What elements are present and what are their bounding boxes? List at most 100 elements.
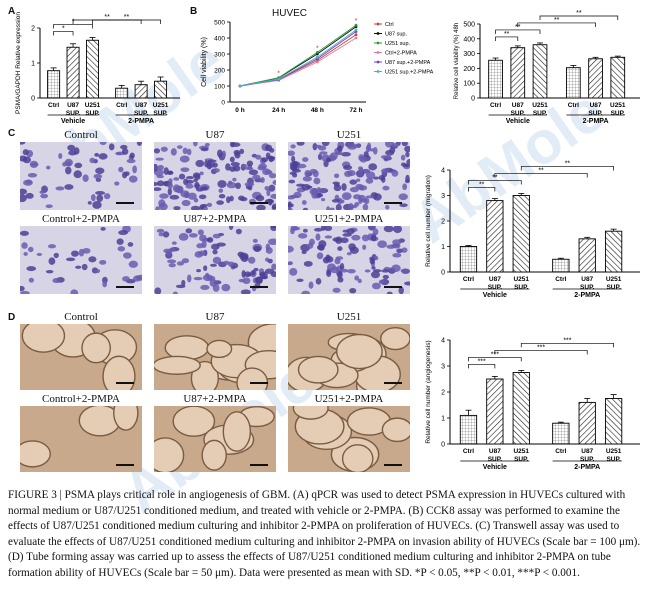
stained-cell [36,252,43,256]
micrograph-label: U251+2-PMPA [314,213,384,225]
bar [115,87,129,99]
panel-letter-a: A [8,6,16,17]
x-tick-label: SUP. [588,110,603,117]
stained-cell [326,206,331,210]
legend-marker [376,51,380,54]
stained-cell [324,235,333,239]
group-label: 2-PMPA [574,464,600,471]
stained-cell [363,197,370,205]
stained-cell [400,268,410,273]
stained-cell [121,148,129,155]
stained-cell [98,153,108,160]
stained-cell [405,174,410,183]
x-tick-label: U87 [135,102,147,109]
x-tick-label: Ctrl [568,102,579,109]
tube-network-loop [172,406,216,437]
stained-cell [123,252,132,259]
bar [486,200,504,273]
stained-cell [237,251,245,257]
stained-cell [25,192,34,199]
bar [66,46,80,99]
stained-cell [260,275,268,280]
y-tick-label: 2 [31,26,35,33]
x-tick-label: SUP. [66,110,81,117]
stained-cell [324,226,333,232]
x-tick-label: SUP. [611,110,626,117]
legend-label: U251 sup.+2-PMPA [385,70,434,76]
stained-cell [306,243,314,249]
bar [486,378,504,445]
stained-cell [158,232,164,237]
significance-label: ** [565,160,571,167]
stained-cell [246,160,254,167]
stained-cell [228,226,234,230]
stained-cell [268,198,273,206]
stained-cell [288,203,294,208]
stained-cell [45,270,54,274]
scale-bar [250,464,268,466]
stained-cell [340,268,349,273]
stained-cell [89,157,96,164]
y-tick-label: 500 [463,22,475,29]
stained-cell [212,168,220,173]
stained-cell [351,234,361,241]
stained-cell [349,288,357,294]
stained-cell [167,259,177,264]
y-tick-label: 0 [471,96,475,103]
scale-bar [116,382,134,384]
stained-cell [391,143,399,148]
series-line [239,26,357,87]
stained-cell [193,276,203,281]
y-tick-label: 300 [463,51,475,58]
micrograph-label: U87 [205,129,225,141]
stained-cell [341,183,347,191]
stained-cell [20,194,27,203]
legend-label: U87 sup.+2-PMPA [385,60,431,66]
stained-cell [196,269,201,273]
stained-cell [171,241,177,245]
y-axis-label: Relative cell viability (%) 48h [454,23,460,99]
stained-cell [264,185,270,191]
data-point [315,51,319,54]
stained-cell [159,193,169,199]
stained-cell [124,171,130,176]
stained-cell [229,142,235,148]
stained-cell [200,284,210,291]
stained-cell [136,142,142,146]
micrograph-label: Control [64,311,98,323]
stained-cell [55,186,65,191]
panel-letter-b: B [190,6,198,17]
significance-label: ** [104,14,110,21]
stained-cell [58,153,63,160]
stained-cell [235,182,241,190]
x-tick-label: 0 h [235,107,244,114]
stained-cell [26,266,37,272]
stained-cell [358,194,366,202]
stained-cell [154,148,161,154]
x-tick-label: SUP. [488,456,503,463]
stained-cell [185,228,193,234]
tube-network-loop [81,332,111,364]
stained-cell [173,177,180,181]
stained-cell [368,163,378,171]
stained-cell [313,177,321,185]
significance-label: * [316,45,319,52]
x-tick-label: Ctrl [116,102,127,109]
legend-label: U87 sup. [385,32,407,38]
data-point [354,23,358,27]
scale-bar [116,286,134,288]
data-point [354,33,358,37]
stained-cell [289,194,299,199]
stained-cell [381,168,390,174]
bar [610,56,626,99]
stained-cell [369,256,374,261]
significance-label: ** [479,181,485,188]
stained-cell [217,149,223,158]
legend-marker [376,70,380,73]
stained-cell [47,244,57,249]
stained-cell [340,237,349,244]
stained-cell [207,159,217,163]
stained-cell [357,278,362,284]
significance-label: * [277,71,280,78]
stained-cell [188,233,198,238]
